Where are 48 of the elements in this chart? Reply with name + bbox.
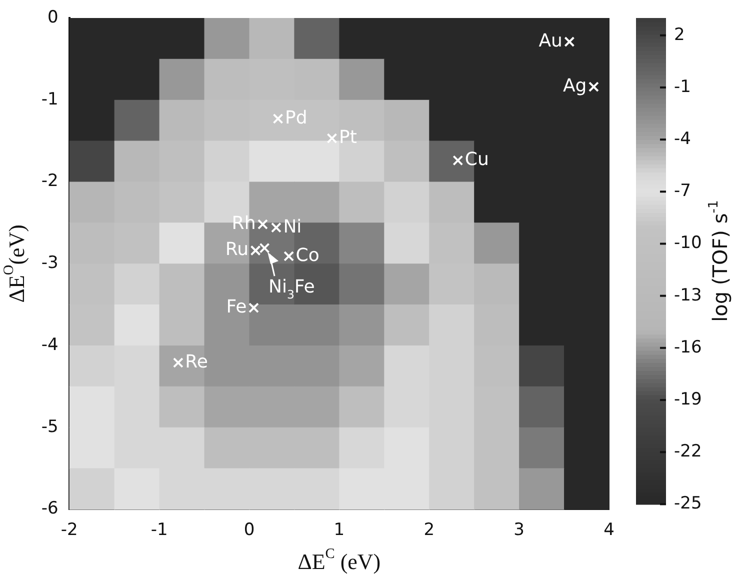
annotation: Pd [285, 107, 308, 128]
y-tick-label: -5 [41, 416, 58, 437]
annotation: Fe [226, 296, 247, 318]
annotation: Ni [283, 216, 302, 238]
point [172, 357, 184, 368]
color-bar-label: -25 [674, 494, 702, 514]
color-bar-label: -4 [674, 128, 691, 149]
point [259, 242, 270, 254]
color-bar-label: -10 [674, 233, 702, 254]
point [284, 250, 294, 262]
color-bar-label: -16 [674, 337, 702, 358]
x-tick-label: 4 [604, 520, 614, 540]
annotation: Pt [338, 127, 357, 148]
point [452, 155, 464, 166]
y-tick-label: -3 [41, 253, 58, 274]
x-tick-label: -1 [150, 520, 168, 540]
point [248, 302, 259, 314]
annotation: Co [296, 244, 320, 266]
y-tick-label: -4 [41, 334, 58, 355]
color-bar-label: -7 [674, 181, 691, 202]
annotation: Ag [562, 75, 587, 96]
point [326, 133, 338, 144]
y-axis-title: ΔEO(eV) [0, 224, 29, 303]
x-tick-label: 1 [334, 520, 345, 540]
point [588, 82, 599, 92]
annotation: Cu [464, 149, 489, 170]
y-tick-label: -6 [41, 498, 58, 519]
annotation: Re [185, 351, 208, 372]
color-bar-label: -1 [674, 76, 691, 97]
point [272, 113, 284, 124]
y-tick-label: 0 [48, 7, 58, 28]
x-tick-label: 2 [424, 520, 435, 540]
color-bar-label: -13 [674, 285, 702, 306]
x-tick-label: 0 [244, 520, 255, 540]
annotation: Ru [225, 239, 249, 260]
color-bar-title: log (TOF) s-1 [706, 200, 732, 322]
color-bar-label: -19 [674, 389, 702, 410]
y-tick-label: -1 [41, 89, 58, 110]
point [257, 219, 268, 230]
x-tick-label: 3 [514, 520, 524, 540]
color-bar-label: -22 [674, 442, 702, 462]
color-bar-label: 2 [674, 24, 685, 45]
point [270, 222, 282, 233]
y-tick-label: -2 [41, 171, 58, 192]
x-tick-label: -2 [60, 520, 78, 540]
point [564, 36, 575, 47]
annotation: Au [538, 30, 562, 52]
point [250, 245, 261, 256]
